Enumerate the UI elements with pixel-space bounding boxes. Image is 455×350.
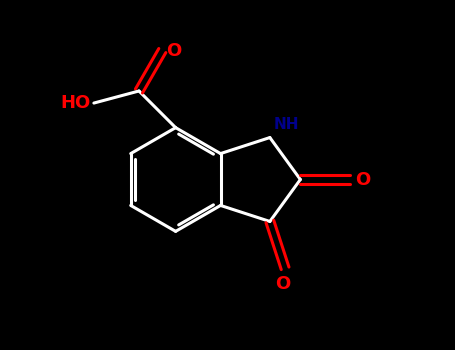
Text: NH: NH: [273, 117, 299, 132]
Text: O: O: [275, 275, 290, 293]
Text: O: O: [355, 170, 371, 189]
Text: HO: HO: [60, 94, 90, 112]
Text: O: O: [166, 42, 181, 60]
